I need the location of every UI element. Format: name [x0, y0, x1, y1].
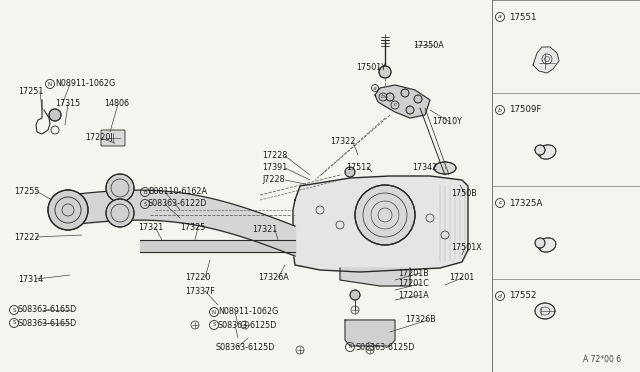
Text: 17321: 17321 [138, 222, 163, 231]
Ellipse shape [158, 241, 172, 251]
Text: c: c [394, 103, 397, 108]
Text: 17350A: 17350A [413, 42, 444, 51]
Text: 17228: 17228 [262, 151, 287, 160]
Text: 17509F: 17509F [509, 106, 541, 115]
Text: N08911-1062G: N08911-1062G [218, 308, 278, 317]
Text: b: b [381, 94, 385, 99]
Polygon shape [533, 47, 559, 73]
Text: S08363-6125D: S08363-6125D [355, 343, 414, 352]
Text: S08363-6122D: S08363-6122D [148, 199, 207, 208]
Polygon shape [375, 85, 430, 118]
Text: A 72*00 6: A 72*00 6 [583, 356, 621, 365]
Text: c: c [499, 201, 502, 205]
Circle shape [379, 66, 391, 78]
Text: 17512: 17512 [346, 163, 371, 171]
Circle shape [49, 109, 61, 121]
Text: J7228: J7228 [262, 176, 285, 185]
Text: 17551: 17551 [509, 13, 536, 22]
Text: S08363-6165D: S08363-6165D [18, 305, 77, 314]
FancyBboxPatch shape [101, 130, 125, 146]
Circle shape [386, 93, 394, 101]
Text: 17251: 17251 [18, 87, 44, 96]
Text: B08110-6162A: B08110-6162A [148, 187, 207, 196]
Text: d: d [498, 294, 502, 298]
Text: N08911-1062G: N08911-1062G [55, 80, 115, 89]
Text: S08363-6165D: S08363-6165D [18, 318, 77, 327]
Text: 17201A: 17201A [398, 291, 429, 299]
Text: 17201: 17201 [449, 273, 474, 282]
Ellipse shape [535, 303, 555, 319]
Text: 17222: 17222 [14, 232, 40, 241]
Text: 17342: 17342 [412, 163, 437, 171]
Ellipse shape [538, 238, 556, 252]
Text: 17010Y: 17010Y [432, 118, 462, 126]
Text: 17201B: 17201B [398, 269, 429, 278]
Text: 1750B: 1750B [451, 189, 477, 199]
Text: 17552: 17552 [509, 292, 536, 301]
Text: 17326B: 17326B [405, 315, 436, 324]
Text: 17325: 17325 [180, 222, 205, 231]
Text: S: S [12, 321, 16, 326]
Ellipse shape [538, 145, 556, 159]
Circle shape [535, 145, 545, 155]
Ellipse shape [434, 162, 456, 174]
Circle shape [414, 95, 422, 103]
Text: 17501X: 17501X [451, 243, 482, 251]
Text: S: S [143, 202, 147, 206]
Text: 17337F: 17337F [185, 286, 215, 295]
Text: S: S [12, 308, 16, 312]
Text: S08363-6125D: S08363-6125D [218, 321, 277, 330]
Text: S: S [348, 344, 352, 350]
Polygon shape [345, 320, 395, 346]
Circle shape [355, 185, 415, 245]
Circle shape [406, 106, 414, 114]
Text: 17322: 17322 [330, 138, 355, 147]
Ellipse shape [203, 241, 217, 251]
Text: N: N [212, 310, 216, 314]
Circle shape [345, 167, 355, 177]
Ellipse shape [243, 241, 257, 251]
Circle shape [401, 89, 409, 97]
Text: 17315: 17315 [55, 99, 80, 109]
Text: S08363-6125D: S08363-6125D [215, 343, 275, 352]
Text: a: a [498, 15, 502, 19]
Text: 17314: 17314 [18, 275, 43, 283]
Text: S: S [212, 323, 216, 327]
Text: 17325A: 17325A [509, 199, 542, 208]
Text: b: b [498, 108, 502, 112]
Text: 17255: 17255 [14, 186, 40, 196]
Polygon shape [293, 176, 468, 272]
Text: a: a [373, 86, 377, 90]
Circle shape [48, 190, 88, 230]
Text: 17220J: 17220J [85, 134, 113, 142]
Text: 17326A: 17326A [258, 273, 289, 282]
Text: 17391: 17391 [262, 164, 287, 173]
Text: B: B [143, 189, 147, 195]
Circle shape [535, 238, 545, 248]
Circle shape [106, 174, 134, 202]
Text: 17201C: 17201C [398, 279, 429, 289]
Text: 17501Y: 17501Y [356, 62, 386, 71]
Text: 17321: 17321 [252, 225, 277, 234]
Circle shape [350, 290, 360, 300]
Text: 14806: 14806 [104, 99, 129, 109]
Text: 17220: 17220 [185, 273, 211, 282]
Circle shape [106, 199, 134, 227]
Text: N: N [48, 81, 52, 87]
Polygon shape [340, 268, 410, 286]
